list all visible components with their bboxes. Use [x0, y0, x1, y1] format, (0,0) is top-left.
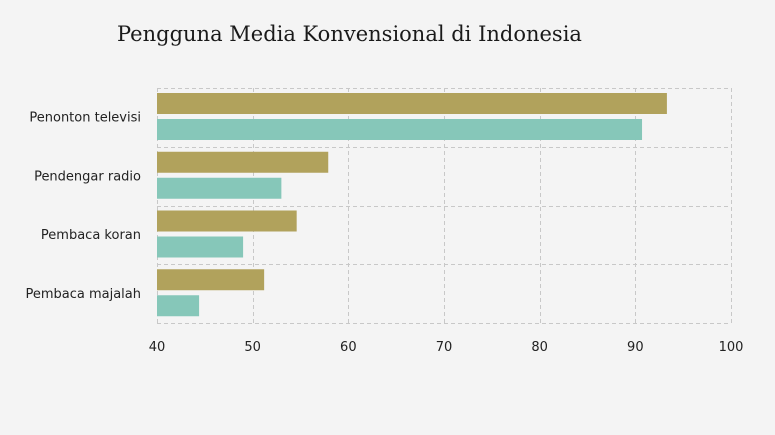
category-labels: Penonton televisi Pendengar radio Pembaca …: [25, 111, 141, 302]
x-tick-label: 50: [244, 340, 261, 355]
x-tick-label: 90: [627, 340, 644, 355]
category-label: Pembaca koran: [41, 228, 141, 243]
x-tick-label: 40: [149, 340, 166, 355]
bar-series-2: [157, 177, 282, 199]
bar-series-2: [157, 119, 643, 140]
x-axis-ticks: 40 50 60 70 80 90 100: [149, 340, 744, 355]
x-tick-label: 60: [340, 340, 357, 355]
bar-series-2: [157, 295, 200, 317]
bar-series-1: [157, 151, 329, 173]
x-tick-label: 100: [719, 340, 744, 355]
category-label: Pendengar radio: [34, 169, 141, 184]
bar-series-1: [157, 93, 667, 114]
bars: [157, 93, 667, 317]
bar-series-1: [157, 210, 297, 232]
bar-series-2: [157, 236, 244, 258]
category-label: Penonton televisi: [29, 111, 141, 126]
category-label: Pembaca majalah: [25, 287, 141, 302]
x-tick-label: 80: [531, 340, 548, 355]
x-tick-label: 70: [436, 340, 453, 355]
chart-title: Pengguna Media Konvensional di Indonesia: [117, 22, 582, 46]
grid-lines: [157, 88, 732, 324]
bar-series-1: [157, 269, 265, 291]
